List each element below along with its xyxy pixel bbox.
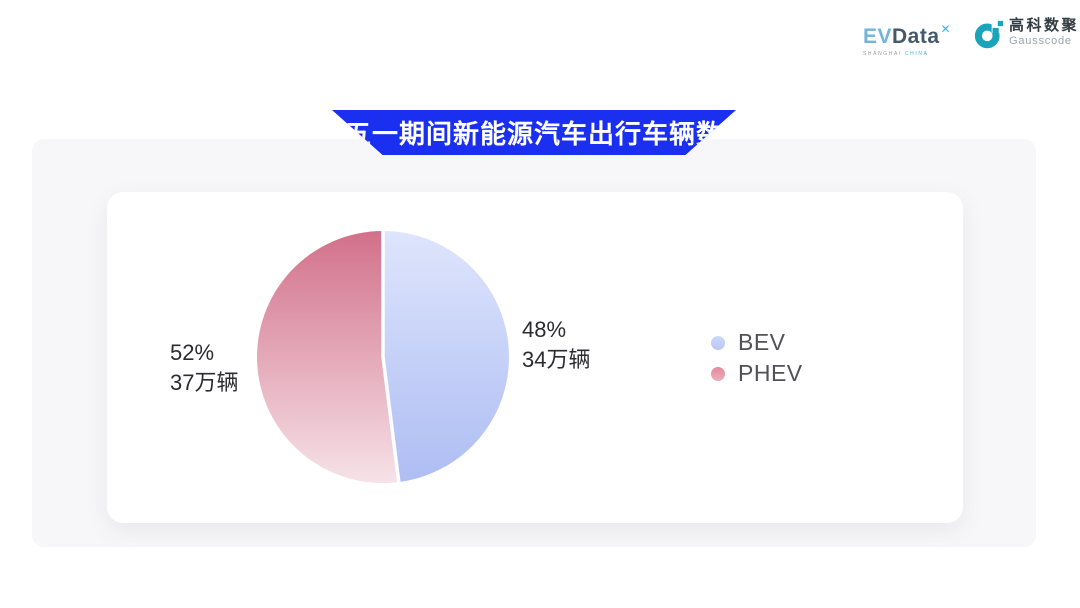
phev-slice-label: 52% 37万辆 bbox=[170, 338, 238, 398]
gausscode-logo-icon bbox=[974, 20, 1004, 49]
phev-percent-label: 52% bbox=[170, 340, 215, 365]
evdata-wordmark-data: Data bbox=[892, 25, 940, 48]
phev-value-label: 37万辆 bbox=[170, 370, 239, 395]
phev-legend-dot-icon bbox=[711, 366, 725, 381]
title-banner: 五一期间新能源汽车出行车辆数 bbox=[332, 110, 736, 155]
evdata-logo: EVData✕ SHANGHAI CHINA bbox=[863, 18, 973, 57]
bev-slice-label: 48% 34万辆 bbox=[522, 315, 590, 375]
evdata-caption-shanghai: SHANGHAI bbox=[863, 51, 902, 57]
legend-item-bev: BEV bbox=[711, 327, 803, 358]
pie-slice-divider bbox=[381, 356, 402, 488]
bev-legend-label: BEV bbox=[738, 329, 786, 355]
evdata-caption-china: CHINA bbox=[904, 51, 929, 57]
gausscode-logo: 高科数聚 Gausscode bbox=[974, 17, 1079, 51]
pie-slice-bev bbox=[383, 231, 510, 483]
bev-percent-label: 48% bbox=[522, 317, 567, 342]
legend-item-phev: PHEV bbox=[711, 358, 803, 389]
chart-card bbox=[107, 192, 963, 523]
pie-chart bbox=[257, 226, 510, 488]
gausscode-names: 高科数聚 Gausscode bbox=[1009, 17, 1079, 48]
pie-chart-container bbox=[251, 225, 515, 489]
page-title: 五一期间新能源汽车出行车辆数 bbox=[344, 119, 723, 149]
gausscode-name-cn: 高科数聚 bbox=[1009, 17, 1080, 34]
bev-value-label: 34万辆 bbox=[522, 347, 591, 372]
evdata-x-icon: ✕ bbox=[940, 22, 952, 36]
bev-legend-dot-icon bbox=[711, 335, 725, 350]
pie-slice-phev bbox=[257, 231, 399, 483]
phev-legend-label: PHEV bbox=[738, 360, 803, 386]
legend: BEV PHEV bbox=[711, 327, 803, 389]
evdata-caption: SHANGHAI CHINA bbox=[863, 51, 973, 57]
evdata-wordmark-ev: EV bbox=[863, 25, 893, 48]
gausscode-name-en: Gausscode bbox=[1009, 35, 1072, 47]
evdata-wordmark: EVData✕ bbox=[863, 18, 973, 48]
